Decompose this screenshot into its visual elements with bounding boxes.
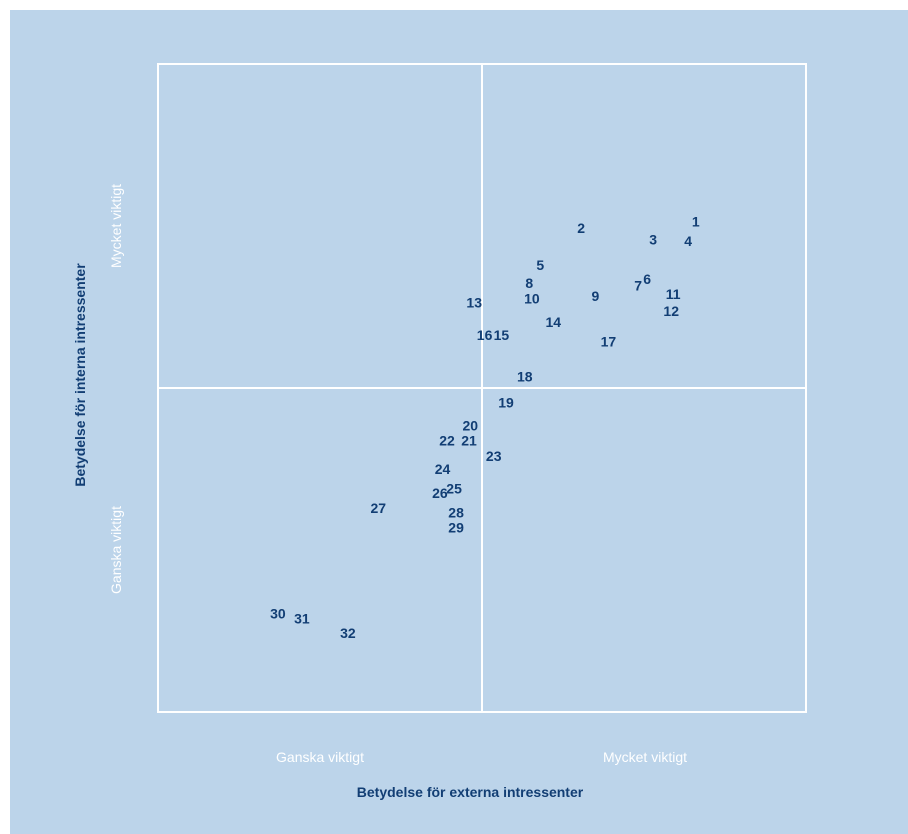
plot-grid	[157, 63, 807, 713]
point-label-27: 27	[371, 500, 387, 516]
x-category-low: Ganska viktigt	[276, 749, 364, 765]
chart-background	[10, 10, 908, 834]
point-label-26: 26	[432, 485, 448, 501]
point-label-2: 2	[577, 220, 585, 236]
point-label-3: 3	[649, 232, 657, 248]
point-label-13: 13	[466, 295, 482, 311]
point-label-4: 4	[684, 233, 692, 249]
point-label-29: 29	[448, 519, 464, 535]
x-category-high: Mycket viktigt	[603, 749, 687, 765]
point-label-19: 19	[498, 394, 514, 410]
point-label-1: 1	[692, 214, 700, 230]
point-label-7: 7	[634, 278, 642, 294]
point-label-11: 11	[666, 286, 681, 302]
point-label-10: 10	[524, 291, 540, 307]
point-label-12: 12	[663, 303, 679, 319]
y-category-low: Ganska viktigt	[108, 506, 124, 594]
point-label-21: 21	[461, 433, 477, 449]
point-label-20: 20	[463, 418, 479, 434]
point-label-5: 5	[536, 257, 544, 273]
point-label-31: 31	[294, 611, 310, 627]
point-label-30: 30	[270, 606, 286, 622]
point-label-28: 28	[448, 504, 464, 520]
point-label-32: 32	[340, 625, 356, 641]
y-axis-title: Betydelse för interna intressenter	[72, 263, 88, 487]
point-label-9: 9	[592, 288, 600, 304]
y-category-high: Mycket viktigt	[108, 184, 124, 268]
point-label-17: 17	[601, 333, 617, 349]
point-label-22: 22	[439, 433, 455, 449]
point-label-24: 24	[435, 461, 451, 477]
point-label-15: 15	[494, 327, 510, 343]
point-label-14: 14	[546, 314, 562, 330]
point-label-16: 16	[477, 327, 493, 343]
point-label-6: 6	[643, 271, 651, 287]
point-label-23: 23	[486, 448, 502, 464]
x-axis-title: Betydelse för externa intressenter	[357, 784, 584, 800]
point-label-25: 25	[446, 480, 462, 496]
point-label-8: 8	[525, 275, 533, 291]
point-label-18: 18	[517, 368, 533, 384]
